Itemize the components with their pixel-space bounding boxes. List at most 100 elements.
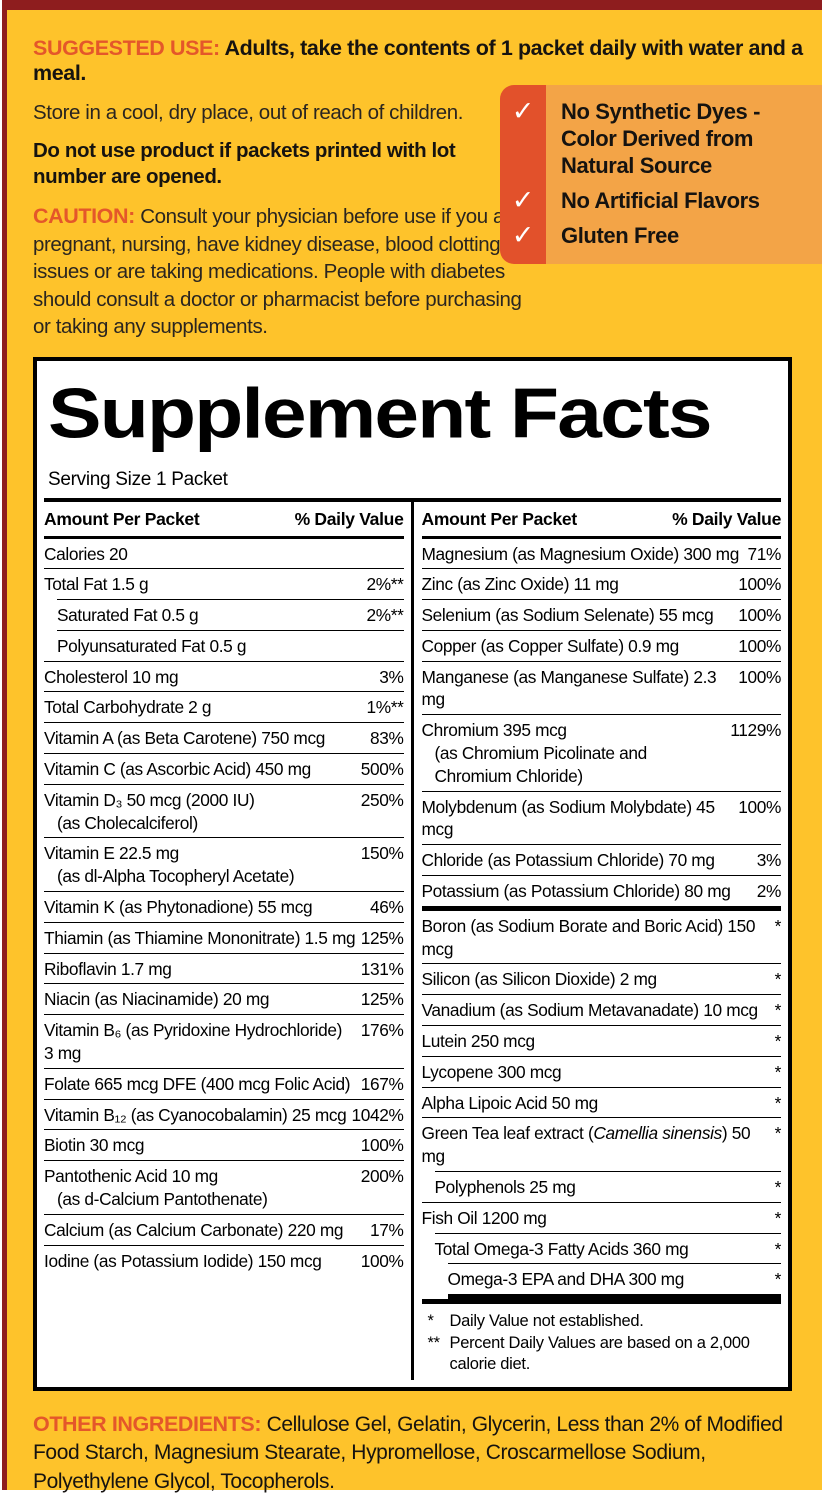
row-name: Potassium (as Potassium Chloride) 80 mg — [421, 881, 731, 902]
benefits-panel: ✓ No Synthetic Dyes - Color Derived from … — [500, 85, 822, 264]
row-name: Niacin (as Niacinamide) 20 mg — [44, 989, 270, 1010]
table-row: Omega-3 EPA and DHA 300 mg * — [447, 1263, 781, 1300]
table-row: Copper (as Copper Sulfate) 0.9 mg 100% — [421, 629, 781, 661]
caution: CAUTION: Consult your physician before u… — [33, 203, 525, 341]
table-row: Riboflavin 1.7 mg 131% — [44, 952, 404, 984]
row-name: Molybdenum (as Sodium Molybdate) 45 mcg — [421, 796, 716, 840]
row-name-line2: (as d-Calcium Pantothenate) — [57, 1189, 268, 1210]
other-ingredients: OTHER INGREDIENTS: Cellulose Gel, Gelati… — [33, 1410, 794, 1497]
table-row: Polyunsaturated Fat 0.5 g — [57, 629, 404, 661]
supplement-facts-panel: Supplement Facts Serving Size 1 Packet A… — [33, 356, 792, 1391]
check-icon: ✓ — [500, 85, 546, 179]
benefit-item: ✓ Gluten Free — [500, 214, 822, 264]
row-daily-value: * — [774, 969, 782, 990]
row-name: Riboflavin 1.7 mg — [44, 958, 172, 979]
table-row: Cholesterol 10 mg 3% — [44, 660, 404, 692]
footnote-mark: * — [427, 1312, 434, 1331]
row-name: Thiamin (as Thiamine Mononitrate) 1.5 mg — [44, 927, 356, 948]
table-row: Total Fat 1.5 g 2%** — [44, 568, 404, 599]
table-row: Fish Oil 1200 mg * — [421, 1201, 782, 1233]
suggested-use-text: Adults, take the contents of 1 packet da… — [33, 36, 803, 85]
row-name: Folate 665 mcg DFE (400 mcg Folic Acid) — [44, 1073, 351, 1094]
benefit-text: No Artificial Flavors — [546, 179, 822, 214]
row-name-line2: (as dl-Alpha Tocopheryl Acetate) — [57, 866, 295, 887]
row-name: Chromium 395 mcg (as Chromium Picolinate … — [422, 719, 726, 787]
row-daily-value: 71% — [747, 543, 781, 564]
table-row: Pantothenic Acid 10 mg (as d-Calcium Pant… — [44, 1160, 404, 1214]
row-daily-value: 1%** — [366, 697, 404, 718]
table-row: Niacin (as Niacinamide) 20 mg 125% — [44, 983, 404, 1014]
row-name: Calcium (as Calcium Carbonate) 220 mg — [44, 1219, 344, 1240]
table-row: Vanadium (as Sodium Metavanadate) 10 mcg… — [421, 994, 782, 1025]
row-daily-value: * — [774, 1031, 782, 1052]
row-name: Fish Oil 1200 mg — [421, 1207, 547, 1228]
table-row: Folate 665 mcg DFE (400 mcg Folic Acid) 1… — [44, 1067, 404, 1099]
serving-size: Serving Size 1 Packet — [48, 468, 228, 490]
row-daily-value: * — [774, 1092, 782, 1113]
table-row: Chloride (as Potassium Chloride) 70 mg 3% — [421, 844, 782, 875]
row-name-line2: (as Chromium Picolinate and Chromium Chl… — [434, 743, 648, 786]
table-row: Vitamin D₃ 50 mcg (2000 IU) (as Cholecalc… — [44, 783, 404, 838]
row-daily-value: * — [774, 1207, 782, 1228]
facts-column-right: Amount Per Packet % Daily Value Magnesiu… — [414, 502, 782, 1380]
row-daily-value: 150% — [360, 843, 404, 864]
column-header-dv: % Daily Value — [672, 508, 781, 529]
row-daily-value: 100% — [738, 666, 781, 687]
footnotes: * Daily Value not established. ** Percent D… — [421, 1299, 782, 1380]
row-daily-value: 100% — [360, 1250, 404, 1271]
row-daily-value: * — [774, 1177, 782, 1198]
row-name: Vitamin A (as Beta Carotene) 750 mcg — [44, 728, 326, 749]
row-name: Silicon (as Silicon Dioxide) 2 mg — [421, 969, 658, 990]
row-daily-value: 46% — [369, 897, 404, 918]
row-name: Selenium (as Sodium Selenate) 55 mcg — [421, 605, 714, 626]
table-row: Calcium (as Calcium Carbonate) 220 mg 17% — [44, 1213, 404, 1245]
row-daily-value: 2%** — [366, 605, 404, 626]
benefit-text: Gluten Free — [546, 214, 822, 264]
check-icon: ✓ — [500, 214, 546, 264]
row-daily-value: 2% — [756, 881, 782, 902]
row-daily-value: 125% — [360, 989, 404, 1010]
table-row: Chromium 395 mcg (as Chromium Picolinate … — [421, 714, 781, 790]
benefit-item: ✓ No Artificial Flavors — [500, 179, 822, 214]
row-daily-value: 200% — [360, 1166, 404, 1187]
table-row: Lutein 250 mcg * — [421, 1025, 782, 1056]
row-name: Cholesterol 10 mg — [44, 666, 179, 687]
table-row: Polyphenols 25 mg * — [434, 1171, 782, 1202]
tamper-warning: Do not use product if packets printed wi… — [33, 139, 456, 188]
row-daily-value: 83% — [369, 728, 404, 749]
table-row: Vitamin E 22.5 mg (as dl-Alpha Tocopheryl… — [44, 837, 404, 891]
footnote: ** Percent Daily Values are based on a 2,… — [424, 1333, 782, 1376]
row-name: Vitamin C (as Ascorbic Acid) 450 mg — [44, 759, 311, 780]
rows-left: Calories 20 Total Fat 1.5 g 2%** Saturated … — [44, 539, 404, 1276]
row-name: Vanadium (as Sodium Metavanadate) 10 mcg — [421, 1000, 759, 1021]
table-row: Molybdenum (as Sodium Molybdate) 45 mcg 1… — [421, 790, 781, 845]
table-row: Silicon (as Silicon Dioxide) 2 mg * — [421, 963, 782, 994]
table-row: Vitamin B₆ (as Pyridoxine Hydrochloride)… — [44, 1014, 404, 1068]
row-daily-value: * — [774, 1000, 782, 1021]
other-ingredients-text: Cellulose Gel, Gelatin, Glycerin, Less t… — [33, 1412, 783, 1493]
row-name: Saturated Fat 0.5 g — [57, 605, 199, 626]
table-row: Manganese (as Manganese Sulfate) 2.3 mg 1… — [421, 660, 781, 715]
storage-note: Store in a cool, dry place, out of reach… — [33, 101, 464, 124]
rows-right: Magnesium (as Magnesium Oxide) 300 mg 71%… — [421, 539, 782, 1300]
table-row: Boron (as Sodium Borate and Boric Acid) … — [422, 911, 782, 964]
footnote: * Daily Value not established. — [424, 1311, 782, 1333]
row-name: Iodine (as Potassium Iodide) 150 mcg — [44, 1250, 322, 1271]
row-name: Pantothenic Acid 10 mg (as d-Calcium Pant… — [44, 1166, 268, 1210]
row-name: Calories 20 — [44, 543, 128, 564]
row-daily-value: 100% — [738, 574, 781, 595]
row-daily-value: 100% — [738, 796, 781, 817]
row-daily-value: 100% — [738, 635, 781, 656]
table-row: Vitamin K (as Phytonadione) 55 mcg 46% — [44, 891, 404, 922]
table-row: Alpha Lipoic Acid 50 mg * — [421, 1086, 782, 1118]
row-name: Vitamin E 22.5 mg (as dl-Alpha Tocopheryl… — [44, 843, 295, 887]
row-name: Boron (as Sodium Borate and Boric Acid) … — [421, 915, 756, 959]
facts-table: Amount Per Packet % Daily Value Calories… — [44, 497, 782, 1380]
row-daily-value: 3% — [379, 666, 404, 687]
row-daily-value: 3% — [756, 850, 782, 871]
caution-label: CAUTION: — [33, 204, 135, 228]
column-header: Amount Per Packet % Daily Value — [421, 502, 781, 539]
column-header-dv: % Daily Value — [294, 508, 404, 529]
footnote-text: Daily Value not established. — [449, 1312, 644, 1331]
